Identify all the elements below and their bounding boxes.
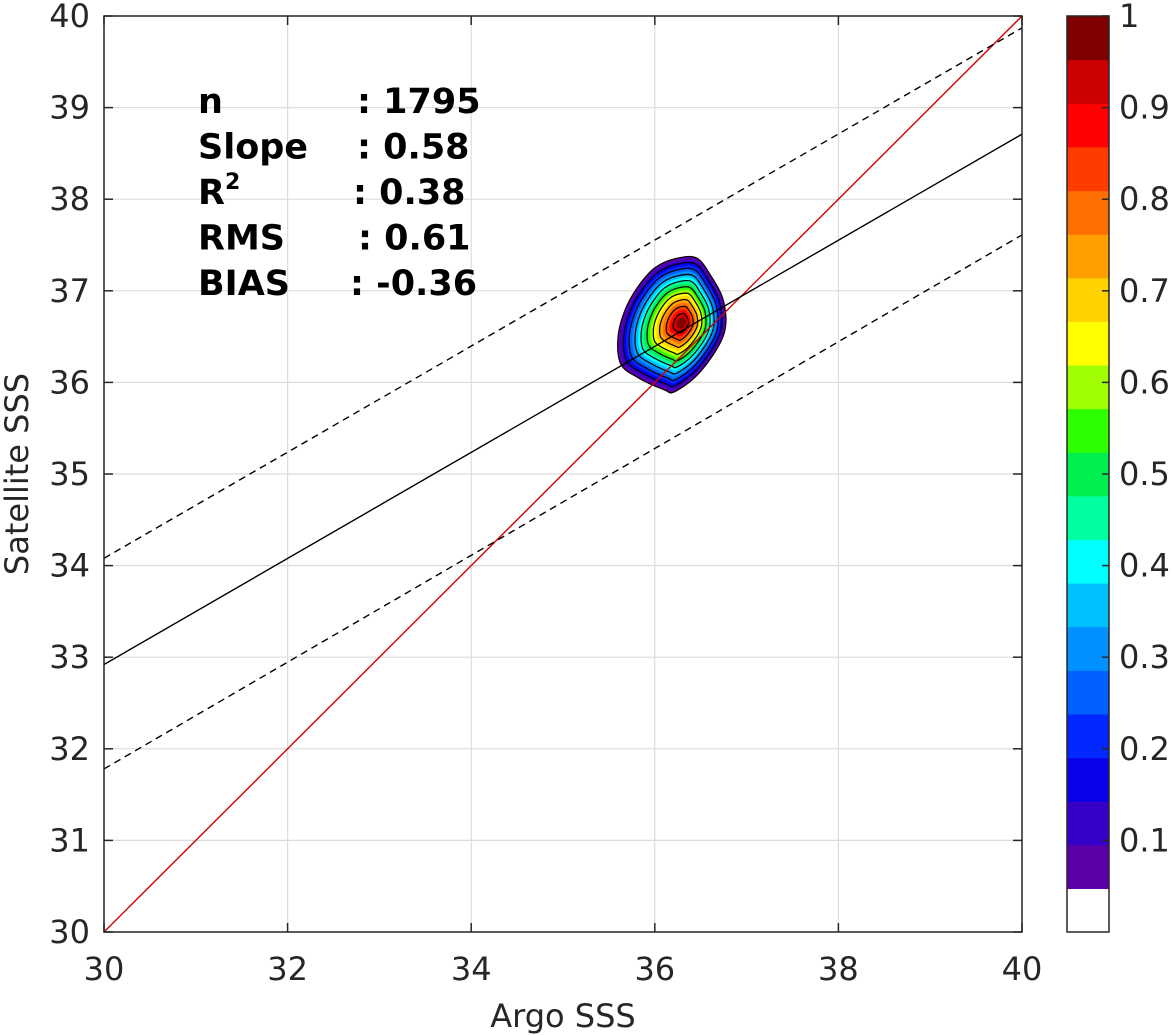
colorbar-segment xyxy=(1067,844,1109,889)
x-tick-label: 38 xyxy=(818,950,859,988)
colorbar-segment xyxy=(1067,583,1109,628)
y-tick-label: 34 xyxy=(49,547,90,585)
x-tick-label: 34 xyxy=(451,950,492,988)
upper-bound-line xyxy=(104,27,1022,559)
y-tick-label: 31 xyxy=(49,821,90,859)
stat-value: : 0.58 xyxy=(357,128,470,168)
stat-superscript: 2 xyxy=(225,170,240,195)
y-tick-label: 35 xyxy=(49,455,90,493)
y-axis-label: Satellite SSS xyxy=(0,373,36,575)
y-tick-label: 40 xyxy=(49,0,90,35)
colorbar-segment xyxy=(1067,888,1109,933)
colorbar-segment xyxy=(1067,495,1109,541)
colorbar-tick-label: 0.5 xyxy=(1119,455,1170,493)
stat-key: Slope xyxy=(198,128,308,168)
colorbar-segment xyxy=(1067,59,1109,104)
contour-level xyxy=(676,317,687,329)
colorbar-segment xyxy=(1067,190,1109,235)
colorbar-segment xyxy=(1067,103,1109,148)
colorbar-segment xyxy=(1067,364,1109,410)
x-tick-label: 40 xyxy=(1002,950,1043,988)
colorbar-segment xyxy=(1067,757,1109,802)
y-tick-label: 30 xyxy=(49,913,90,951)
stat-value: : 0.38 xyxy=(353,173,466,213)
colorbar-segment xyxy=(1067,321,1109,366)
x-tick-label: 30 xyxy=(84,950,125,988)
y-tick-label: 33 xyxy=(49,638,90,676)
stat-key: RMS xyxy=(198,219,285,259)
colorbar-tick-label: 0.4 xyxy=(1119,547,1170,585)
x-tick-label: 32 xyxy=(267,950,308,988)
stat-value: : -0.36 xyxy=(350,264,477,304)
colorbar-segment xyxy=(1067,713,1109,759)
colorbar: 0.1 0.2 0.3 0.4 0.5 0.6 0.7 0.8 0.9 1 xyxy=(1066,0,1170,933)
colorbar-segment xyxy=(1067,670,1109,715)
colorbar-segment xyxy=(1067,16,1109,61)
axis-ticks: 30 32 34 36 38 40 30 31 32 33 34 35 36 37 38 39 40 xyxy=(49,0,1042,988)
y-tick-label: 36 xyxy=(49,363,90,401)
colorbar-tick-label: 0.2 xyxy=(1119,730,1170,768)
y-tick-label: 39 xyxy=(49,89,90,127)
lower-bound-line xyxy=(104,234,1022,770)
regression-line xyxy=(104,133,1022,666)
colorbar-tick-label: 0.8 xyxy=(1119,180,1170,218)
colorbar-segment xyxy=(1067,801,1109,846)
colorbar-tick-label: 1 xyxy=(1119,0,1139,35)
colorbar-segment xyxy=(1067,539,1109,584)
colorbar-tick-label: 0.7 xyxy=(1119,272,1170,310)
colorbar-segment xyxy=(1067,408,1109,453)
stat-key: n xyxy=(198,82,223,122)
y-tick-label: 37 xyxy=(49,272,90,310)
stat-key: R xyxy=(198,173,225,213)
y-tick-label: 38 xyxy=(49,180,90,218)
x-axis-label: Argo SSS xyxy=(490,997,635,1035)
stat-key: BIAS xyxy=(198,264,290,304)
density-contours xyxy=(617,255,727,394)
grid-lines xyxy=(103,15,1023,933)
fit-lines xyxy=(104,16,1022,932)
colorbar-tick-label: 0.1 xyxy=(1119,821,1170,859)
colorbar-tick-label: 0.9 xyxy=(1119,89,1170,127)
colorbar-segment xyxy=(1067,626,1109,671)
stat-value: : 1795 xyxy=(357,82,481,122)
colorbar-tick-label: 0.6 xyxy=(1119,363,1170,401)
one-to-one-line xyxy=(104,16,1022,932)
stat-value: : 0.61 xyxy=(358,219,471,259)
stats-box: n : 1795 Slope : 0.58 R 2 : 0.38 RMS : 0.61 BIAS:… xyxy=(198,82,481,304)
colorbar-segment xyxy=(1067,277,1109,322)
colorbar-segment xyxy=(1067,146,1109,192)
x-tick-label: 36 xyxy=(634,950,675,988)
colorbar-segment xyxy=(1067,234,1109,279)
colorbar-tick-label: 0.3 xyxy=(1119,638,1170,676)
y-tick-label: 32 xyxy=(49,730,90,768)
